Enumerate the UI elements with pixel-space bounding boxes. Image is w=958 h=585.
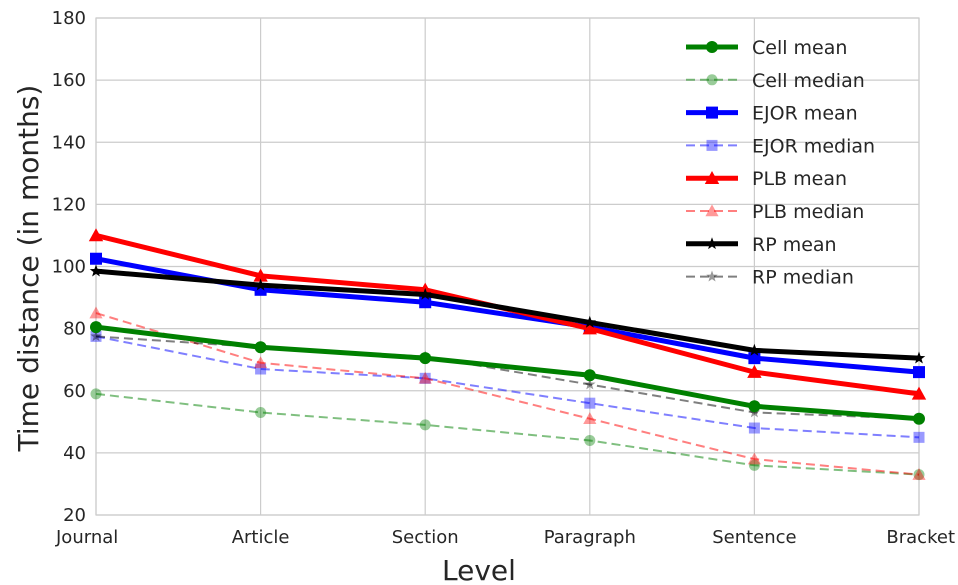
legend: Cell mean Cell median EJOR mean EJOR median… — [686, 37, 875, 289]
data-point-rp-mean — [418, 287, 432, 300]
legend-swatch-marker — [706, 41, 718, 53]
legend-item-cell-median: Cell median — [686, 70, 865, 92]
legend-item-ejor-mean: EJOR mean — [686, 103, 858, 125]
data-point-ejor-mean — [913, 366, 925, 379]
data-point-rp-median — [90, 330, 102, 342]
legend-item-rp-mean: RP mean — [686, 234, 837, 256]
legend-swatch-marker — [705, 204, 719, 217]
data-point-plb-median — [912, 468, 926, 480]
y-tick-label: 60 — [63, 381, 86, 402]
y-tick-label: 160 — [52, 70, 86, 91]
legend-swatch-marker — [705, 237, 719, 250]
legend-swatch-marker — [706, 106, 718, 119]
y-tick-label: 180 — [52, 8, 86, 29]
y-tick-label: 20 — [63, 505, 86, 526]
x-tick-label: Bracket — [886, 527, 955, 548]
data-point-cell-mean — [583, 369, 596, 382]
series-line-rp-mean — [95, 268, 920, 361]
legend-swatch-marker — [706, 270, 718, 282]
legend-swatch-marker — [706, 139, 718, 151]
data-point-ejor-mean — [748, 352, 761, 365]
data-point-plb-median — [418, 371, 432, 384]
data-point-cell-median — [90, 388, 102, 400]
data-point-plb-mean — [911, 386, 927, 400]
legend-label: RP mean — [752, 234, 837, 256]
series-ejor-median — [90, 330, 925, 443]
legend-label: RP median — [752, 267, 854, 289]
legend-label: PLB median — [752, 201, 864, 223]
data-point-rp-mean — [89, 264, 103, 277]
data-point-ejor-mean — [419, 296, 432, 309]
data-point-ejor-mean — [90, 252, 102, 265]
data-point-ejor-median — [255, 363, 267, 375]
y-tick-label: 80 — [63, 319, 86, 340]
series-layer — [88, 228, 927, 481]
data-point-rp-mean — [912, 351, 926, 364]
data-point-plb-mean — [253, 268, 268, 282]
series-cell-median — [90, 388, 925, 481]
data-point-cell-mean — [90, 321, 102, 334]
series-line-plb-median — [95, 312, 920, 476]
x-tick-label: Paragraph — [544, 527, 636, 548]
data-point-cell-median — [748, 459, 760, 471]
y-axis-title: Time distance (in months) — [12, 85, 45, 453]
data-point-cell-median — [255, 406, 267, 418]
series-line-ejor-median — [95, 335, 920, 439]
data-point-cell-mean — [419, 352, 432, 365]
data-point-rp-median — [584, 378, 596, 390]
data-point-ejor-median — [584, 397, 596, 409]
data-point-cell-mean — [913, 412, 925, 425]
tick-labels: 20 40 60 80 100 120 140 160 180 Journal Article Sec… — [52, 8, 955, 548]
x-tick-label: Journal — [55, 527, 118, 548]
y-tick-label: 100 — [52, 257, 86, 278]
y-tick-label: 140 — [52, 132, 86, 153]
data-point-rp-mean — [748, 343, 761, 356]
x-tick-label: Article — [232, 527, 290, 548]
y-tick-label: 40 — [63, 443, 86, 464]
legend-item-ejor-median: EJOR median — [686, 135, 875, 157]
data-point-ejor-median — [913, 431, 925, 443]
data-point-cell-median — [419, 419, 431, 431]
x-axis-title: Level — [442, 554, 516, 585]
series-rp-mean — [89, 264, 926, 364]
x-tick-label: Section — [392, 527, 459, 548]
series-line-rp-median — [95, 335, 920, 420]
legend-swatch-marker — [704, 171, 720, 184]
legend-swatch-marker — [706, 74, 718, 86]
legend-label: PLB mean — [752, 168, 847, 190]
data-point-plb-median — [89, 306, 103, 319]
data-point-plb-mean — [582, 321, 597, 335]
data-point-ejor-median — [748, 422, 760, 434]
legend-label: EJOR mean — [752, 103, 858, 125]
data-point-plb-median — [583, 412, 597, 424]
series-cell-mean — [90, 321, 925, 425]
series-line-cell-median — [95, 392, 920, 476]
x-tick-label: Sentence — [712, 527, 796, 548]
y-tick-label: 120 — [52, 194, 86, 215]
legend-label: Cell median — [752, 70, 865, 92]
legend-item-cell-mean: Cell mean — [686, 37, 847, 59]
data-point-cell-mean — [748, 400, 761, 413]
grid — [95, 17, 920, 516]
data-point-plb-mean — [747, 364, 762, 378]
legend-item-plb-mean: PLB mean — [686, 168, 847, 190]
data-point-cell-median — [584, 434, 596, 446]
data-point-rp-mean — [254, 278, 267, 291]
legend-label: Cell mean — [752, 37, 847, 59]
series-line-cell-mean — [95, 324, 920, 422]
legend-label: EJOR median — [752, 135, 875, 157]
data-point-plb-median — [254, 356, 268, 369]
series-plb-median — [89, 306, 926, 480]
data-point-plb-mean — [88, 228, 104, 242]
data-point-plb-median — [747, 452, 761, 465]
data-point-rp-mean — [583, 315, 597, 328]
legend-item-rp-median: RP median — [686, 267, 854, 289]
legend-item-plb-median: PLB median — [686, 201, 864, 223]
data-point-cell-mean — [254, 341, 267, 354]
